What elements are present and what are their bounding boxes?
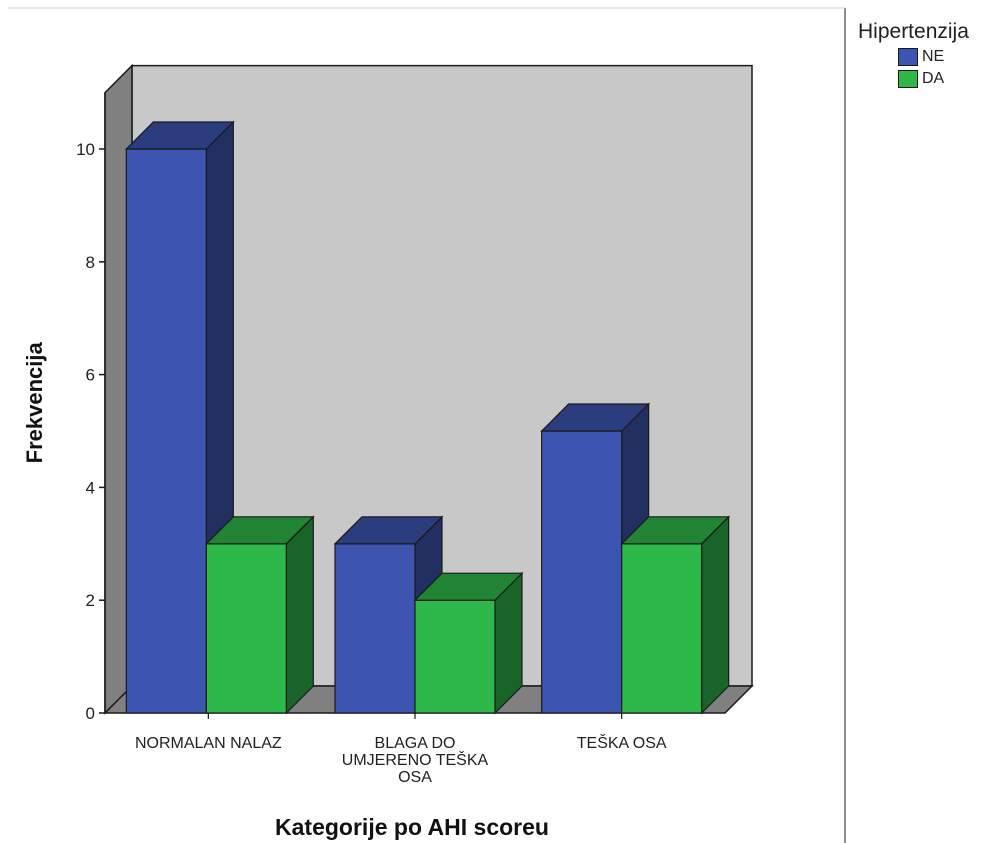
bar-top-da-1	[413, 572, 524, 601]
bar-top-ne-0	[124, 121, 235, 150]
legend-label-ne: NE	[922, 48, 945, 65]
y-tick-label-5: 10	[76, 140, 95, 159]
x-tick-label-0-0: NORMALAN NALAZ	[135, 735, 282, 752]
y-tick-label-2: 4	[86, 478, 95, 497]
bar-top-ne-2	[540, 403, 651, 432]
bar-side-da-0	[285, 515, 314, 715]
bar-da-2	[621, 543, 703, 714]
legend-swatch-da	[898, 70, 918, 88]
y-tick-label-0: 0	[86, 704, 95, 723]
legend-item-da: DA	[898, 70, 969, 88]
bar-ne-0	[125, 148, 207, 714]
bar-top-da-0	[204, 516, 315, 545]
legend-label-da: DA	[922, 70, 945, 87]
bar-ne-1	[334, 543, 416, 714]
bar-top-da-2	[620, 516, 731, 545]
y-tick-label-1: 2	[86, 591, 95, 610]
legend-item-ne: NE	[898, 48, 969, 66]
legend-swatch-ne	[898, 48, 918, 66]
x-tick-label-1-1: UMJERENO TEŠKA	[342, 750, 489, 769]
x-tick-label-1-0: BLAGA DO	[375, 735, 456, 752]
y-tick-label-3: 6	[86, 366, 95, 385]
y-axis-title: Frekvencija	[22, 341, 47, 463]
bar-top-ne-1	[333, 516, 444, 545]
legend-title: Hipertenzija	[858, 20, 969, 43]
y-tick-label-4: 8	[86, 253, 95, 272]
x-tick-label-2-0: TEŠKA OSA	[577, 733, 667, 752]
legend: Hipertenzija NE DA	[858, 20, 969, 88]
bar-ne-2	[541, 430, 623, 714]
bar-da-1	[414, 599, 496, 714]
bar-da-0	[205, 543, 287, 714]
bar-side-da-2	[701, 515, 730, 715]
x-axis-title: Kategorije po AHI scoreu	[275, 814, 549, 840]
x-tick-label-1-2: OSA	[398, 769, 432, 786]
